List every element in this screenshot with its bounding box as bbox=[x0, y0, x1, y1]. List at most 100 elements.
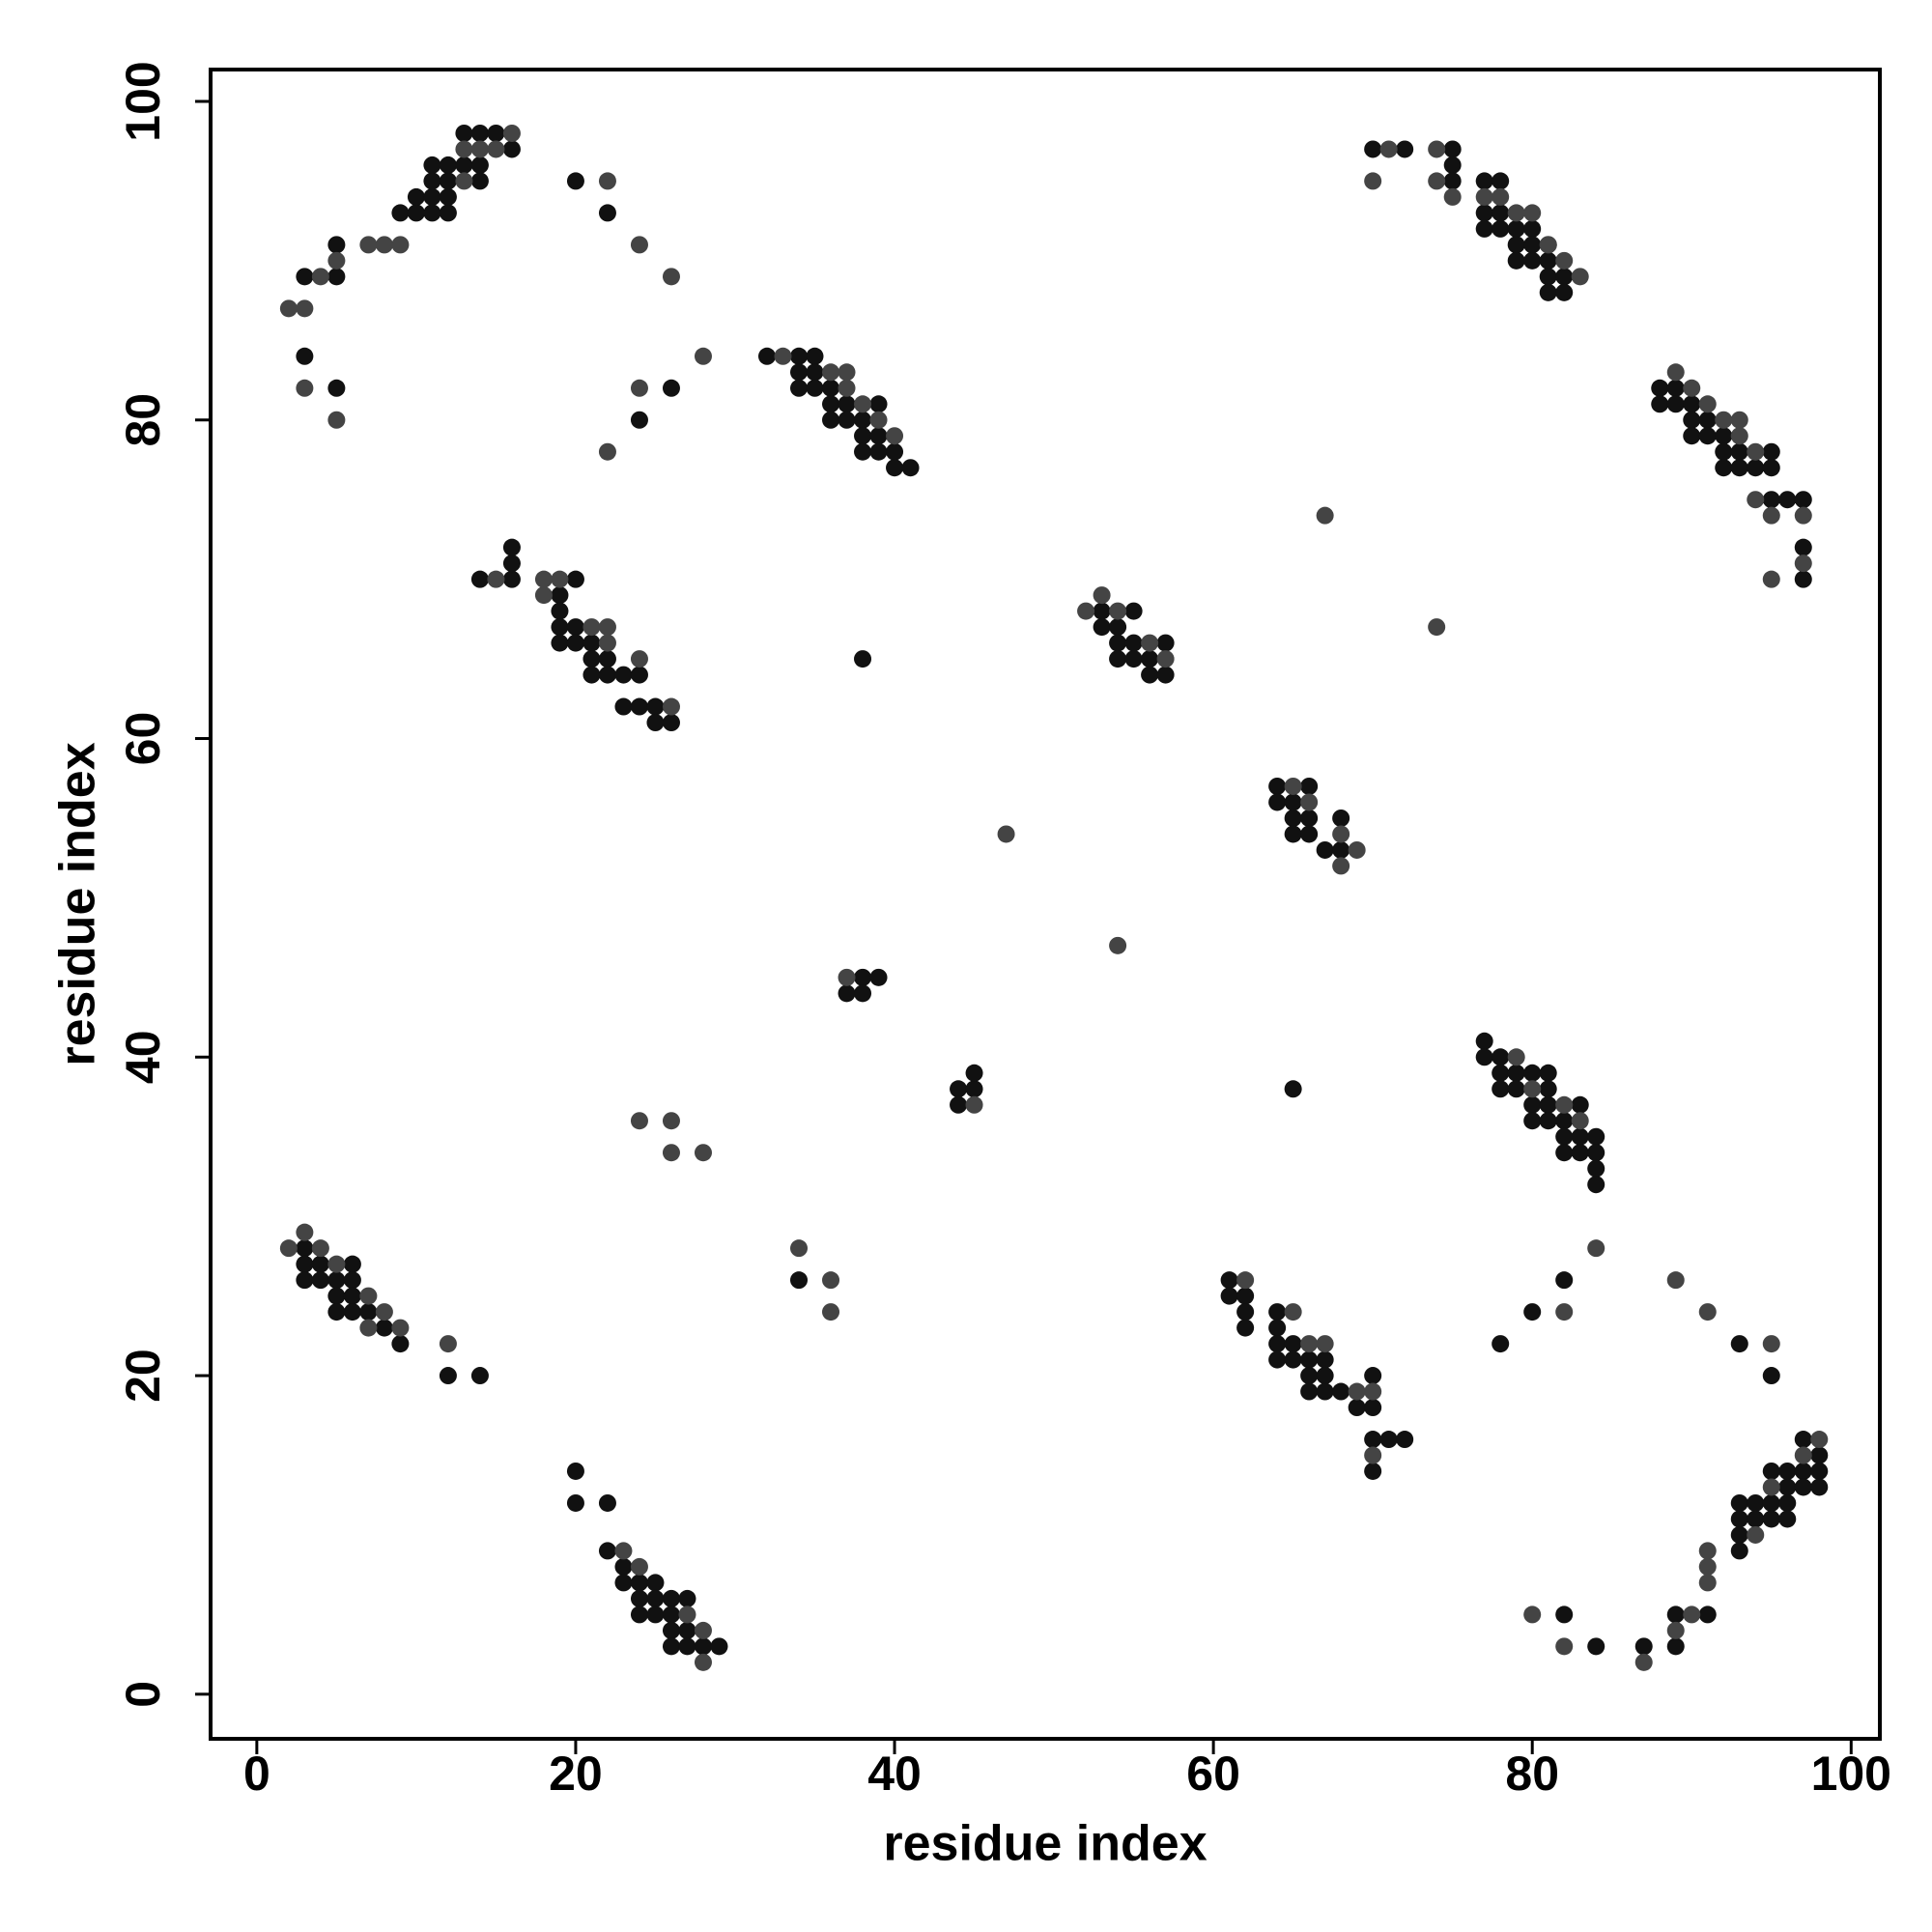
point bbox=[1220, 1287, 1238, 1305]
point bbox=[327, 1255, 346, 1273]
point bbox=[439, 1367, 457, 1385]
point bbox=[1666, 1271, 1685, 1290]
point bbox=[279, 299, 298, 318]
point bbox=[1778, 491, 1797, 509]
point bbox=[1284, 1335, 1302, 1353]
point bbox=[1443, 172, 1462, 190]
point bbox=[470, 570, 489, 588]
point bbox=[1762, 1367, 1780, 1385]
point bbox=[582, 650, 601, 668]
point bbox=[1507, 251, 1525, 270]
point bbox=[311, 1255, 329, 1273]
point bbox=[327, 1303, 346, 1321]
point bbox=[1492, 1080, 1510, 1098]
point bbox=[1555, 251, 1574, 270]
point bbox=[790, 363, 809, 382]
point bbox=[1077, 602, 1095, 620]
point bbox=[1683, 427, 1701, 445]
point bbox=[838, 968, 856, 986]
point bbox=[1794, 1478, 1812, 1496]
point bbox=[1730, 442, 1748, 461]
point bbox=[1762, 506, 1780, 525]
point bbox=[1156, 634, 1175, 652]
point bbox=[1571, 1144, 1589, 1162]
point bbox=[1698, 1605, 1717, 1624]
point bbox=[598, 634, 616, 652]
y-tick-label: 20 bbox=[116, 1349, 170, 1403]
point bbox=[1555, 1095, 1574, 1114]
point bbox=[1364, 1382, 1382, 1401]
point bbox=[630, 236, 648, 254]
point bbox=[1539, 251, 1557, 270]
point bbox=[694, 1653, 712, 1671]
point bbox=[551, 602, 569, 620]
point bbox=[1762, 491, 1780, 509]
point bbox=[1571, 1112, 1589, 1130]
point bbox=[630, 411, 648, 429]
point bbox=[1332, 825, 1350, 843]
point bbox=[423, 187, 441, 206]
point bbox=[901, 459, 920, 477]
point bbox=[1109, 602, 1127, 620]
point bbox=[1268, 1303, 1287, 1321]
x-tick-label: 100 bbox=[1811, 1747, 1891, 1801]
point bbox=[1666, 1605, 1685, 1624]
point bbox=[1555, 283, 1574, 301]
point bbox=[551, 586, 569, 605]
point bbox=[662, 697, 680, 716]
point bbox=[311, 1271, 329, 1290]
point bbox=[1443, 156, 1462, 174]
point bbox=[662, 1589, 680, 1607]
point bbox=[1141, 634, 1159, 652]
point bbox=[1794, 538, 1812, 556]
point bbox=[1364, 1399, 1382, 1417]
point bbox=[1555, 268, 1574, 286]
point bbox=[1587, 1637, 1605, 1656]
point bbox=[1730, 1525, 1748, 1544]
point bbox=[582, 618, 601, 637]
point bbox=[790, 1239, 809, 1258]
point bbox=[1236, 1303, 1255, 1321]
point bbox=[1651, 379, 1669, 397]
point bbox=[1587, 1176, 1605, 1194]
point bbox=[1698, 1557, 1717, 1576]
point bbox=[614, 666, 633, 684]
point bbox=[630, 697, 648, 716]
point bbox=[1539, 283, 1557, 301]
point bbox=[1475, 219, 1493, 238]
point bbox=[822, 379, 840, 397]
point bbox=[1316, 506, 1334, 525]
point bbox=[1236, 1287, 1255, 1305]
point bbox=[1555, 1271, 1574, 1290]
point bbox=[1810, 1478, 1829, 1496]
y-tick-label: 60 bbox=[116, 712, 170, 766]
point bbox=[1794, 506, 1812, 525]
point bbox=[806, 347, 824, 365]
point bbox=[311, 268, 329, 286]
point bbox=[1683, 395, 1701, 413]
point bbox=[1730, 411, 1748, 429]
point bbox=[1683, 411, 1701, 429]
x-tick-label: 20 bbox=[549, 1747, 603, 1801]
point bbox=[534, 586, 553, 605]
point bbox=[854, 984, 872, 1003]
point bbox=[630, 666, 648, 684]
point bbox=[1443, 187, 1462, 206]
point bbox=[327, 251, 346, 270]
point bbox=[630, 1605, 648, 1624]
point bbox=[1348, 1399, 1366, 1417]
point bbox=[1093, 618, 1111, 637]
point bbox=[296, 1223, 314, 1241]
point bbox=[359, 1287, 378, 1305]
point bbox=[1507, 1080, 1525, 1098]
point bbox=[566, 172, 584, 190]
point bbox=[662, 714, 680, 732]
point bbox=[327, 411, 346, 429]
point bbox=[869, 968, 888, 986]
point bbox=[678, 1637, 696, 1656]
point bbox=[455, 172, 473, 190]
point bbox=[1555, 1127, 1574, 1146]
point bbox=[838, 395, 856, 413]
point bbox=[1523, 219, 1542, 238]
point bbox=[1284, 1303, 1302, 1321]
